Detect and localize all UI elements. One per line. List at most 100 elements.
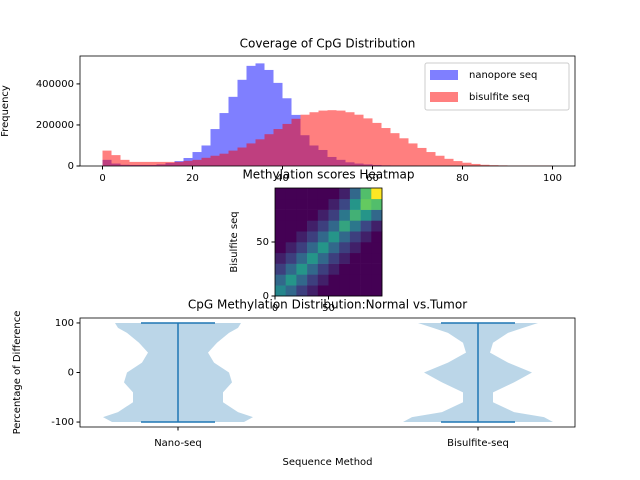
legend-label: bisulfite seq bbox=[469, 92, 530, 103]
histogram-bar bbox=[237, 79, 247, 166]
histogram-bar bbox=[345, 112, 355, 166]
histogram-bar bbox=[201, 145, 211, 166]
heatmap-cell bbox=[307, 188, 319, 200]
heatmap-cell bbox=[285, 188, 297, 200]
heatmap-cell bbox=[339, 231, 351, 243]
x-tick-label: 60 bbox=[366, 173, 379, 184]
heatmap-cell bbox=[285, 252, 297, 264]
heatmap-cell bbox=[285, 242, 297, 254]
y-tick-label: 200000 bbox=[36, 120, 74, 131]
legend-box bbox=[424, 62, 570, 111]
histogram-bar bbox=[444, 158, 454, 166]
heatmap-cell bbox=[360, 263, 372, 275]
histogram-bar bbox=[165, 161, 175, 166]
heatmap-cell bbox=[349, 231, 361, 243]
histogram-bar bbox=[381, 128, 391, 166]
axes-bg bbox=[80, 318, 575, 427]
heatmap-cell bbox=[328, 188, 340, 200]
heatmap-cell bbox=[307, 274, 319, 286]
heatmap-cell bbox=[371, 188, 383, 200]
heatmap-cell bbox=[317, 209, 329, 221]
heatmap-cell bbox=[360, 198, 372, 210]
histogram-bar bbox=[147, 161, 157, 166]
histogram-bar bbox=[246, 143, 256, 166]
histogram-bar bbox=[282, 123, 292, 166]
heatmap-cell bbox=[317, 263, 329, 275]
histogram-bar bbox=[471, 163, 481, 166]
histogram-bar bbox=[480, 164, 490, 166]
heatmap-cell bbox=[275, 220, 286, 232]
y-axis-label: Bisulfite seq bbox=[229, 211, 240, 272]
legend-swatch bbox=[430, 70, 458, 80]
histogram-bar bbox=[462, 162, 472, 166]
histogram-bar bbox=[273, 129, 283, 166]
histogram-bar bbox=[219, 113, 229, 166]
histogram-bar bbox=[309, 112, 319, 166]
histogram-bar bbox=[228, 150, 238, 166]
heatmap-cell bbox=[360, 285, 372, 297]
y-tick-label: 0 bbox=[68, 368, 74, 379]
heatmap-cell bbox=[275, 188, 286, 200]
histogram-bar bbox=[390, 133, 400, 166]
heatmap-cell bbox=[371, 198, 383, 210]
heatmap-cell bbox=[296, 231, 308, 243]
heatmap-cell bbox=[317, 274, 329, 286]
histogram-bar bbox=[255, 139, 265, 166]
heatmap-cell bbox=[349, 252, 361, 264]
heatmap-cell bbox=[360, 242, 372, 254]
heatmap-cell bbox=[296, 198, 308, 210]
heatmap-cell bbox=[307, 252, 319, 264]
heatmap-cell bbox=[339, 285, 351, 297]
heatmap-cell bbox=[275, 231, 286, 243]
heatmap-cell bbox=[296, 220, 308, 232]
histogram-bar bbox=[435, 155, 445, 166]
heatmap-cell bbox=[296, 252, 308, 264]
heatmap-cell bbox=[360, 274, 372, 286]
x-tick-label: 0 bbox=[272, 303, 278, 314]
x-tick-label: 80 bbox=[456, 173, 469, 184]
histogram-bar bbox=[201, 157, 211, 166]
heatmap-cell bbox=[317, 252, 329, 264]
heatmap-cell bbox=[360, 188, 372, 200]
histogram-bar bbox=[192, 159, 202, 166]
heatmap-cell bbox=[285, 274, 297, 286]
histogram-bar bbox=[102, 150, 112, 166]
heatmap-cell bbox=[317, 285, 329, 297]
heatmap-cell bbox=[339, 209, 351, 221]
heatmap-cell bbox=[339, 252, 351, 264]
heatmap-cell bbox=[371, 242, 383, 254]
histogram-bar bbox=[264, 69, 274, 166]
heatmap-cell bbox=[339, 263, 351, 275]
histogram-bar bbox=[210, 155, 220, 166]
heatmap-cell bbox=[371, 263, 383, 275]
x-axis-label: Sequence Method bbox=[282, 457, 372, 468]
heatmap-cell bbox=[349, 242, 361, 254]
histogram-bar bbox=[237, 147, 247, 166]
x-tick-label: 20 bbox=[186, 173, 199, 184]
heatmap-cell bbox=[339, 242, 351, 254]
heatmap-cell bbox=[371, 220, 383, 232]
heatmap-cell bbox=[339, 188, 351, 200]
histogram-bar bbox=[174, 161, 184, 166]
heatmap-cell bbox=[349, 188, 361, 200]
y-tick-label: 400000 bbox=[36, 79, 74, 90]
y-tick-label: 100 bbox=[55, 318, 74, 329]
heatmap-cell bbox=[275, 285, 286, 297]
heatmap-cell bbox=[328, 198, 340, 210]
histogram-bar bbox=[453, 161, 463, 166]
legend-swatch bbox=[430, 92, 458, 102]
x-tick-label: Nano-seq bbox=[154, 438, 202, 449]
heatmap-cell bbox=[328, 209, 340, 221]
x-tick-label: 0 bbox=[99, 173, 105, 184]
heatmap-cell bbox=[349, 263, 361, 275]
heatmap-cell bbox=[317, 220, 329, 232]
histogram-bar bbox=[426, 152, 436, 166]
heatmap-cell bbox=[285, 263, 297, 275]
histogram-bar bbox=[336, 110, 346, 166]
y-axis-label: Frequency bbox=[0, 85, 11, 137]
heatmap-cell bbox=[296, 242, 308, 254]
y-tick-label: 50 bbox=[256, 237, 269, 248]
histogram-bar bbox=[183, 160, 193, 166]
y-axis-label: Percentage of Difference bbox=[12, 311, 23, 435]
heatmap-cell bbox=[328, 231, 340, 243]
